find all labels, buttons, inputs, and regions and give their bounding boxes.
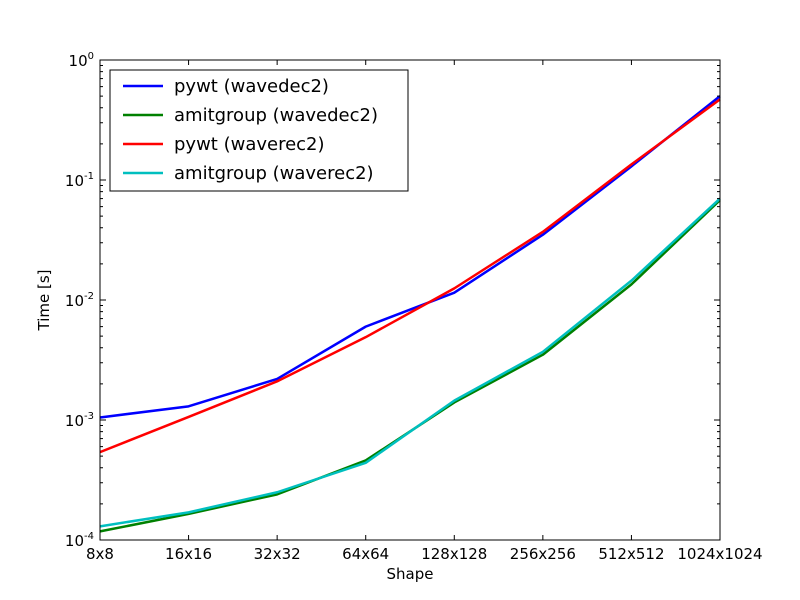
y-tick-exponent: 0 <box>88 51 94 62</box>
y-tick-label: 10-2 <box>65 291 94 310</box>
series-line-1 <box>99 95 721 419</box>
y-tick-base: 10 <box>65 412 84 430</box>
tick-labels-layer: 8x8 16x16 32x32 64x64 128x128 256x256 512x512 1… <box>65 51 763 563</box>
x-tick-label: 8x8 <box>86 545 114 563</box>
x-axis-label: Shape <box>387 565 434 583</box>
legend-box <box>109 69 409 192</box>
y-tick-exponent: -1 <box>84 171 94 182</box>
x-tick-label: 64x64 <box>342 545 389 563</box>
x-tick-label: 1024x1024 <box>677 545 762 563</box>
legend-label: pywt (wavedec2) <box>174 76 329 97</box>
y-tick-base: 10 <box>65 292 84 310</box>
y-tick-base: 10 <box>65 532 84 550</box>
y-axis-label: Time [s] <box>35 270 53 332</box>
y-tick-exponent: -3 <box>84 411 94 422</box>
y-tick-label: 100 <box>69 51 94 70</box>
series-line-4 <box>99 197 721 528</box>
ticks-layer <box>99 59 721 541</box>
y-tick-label: 10-4 <box>65 531 94 550</box>
x-tick-label: 32x32 <box>254 545 301 563</box>
y-tick-base: 10 <box>65 172 84 190</box>
legend-label: amitgroup (waverec2) <box>174 163 374 184</box>
x-tick-label: 256x256 <box>510 545 576 563</box>
series-layer <box>99 95 721 533</box>
y-tick-label: 10-3 <box>65 411 94 430</box>
legend: pywt (wavedec2) amitgroup (wavedec2) pywt … <box>109 69 409 192</box>
x-tick-label: 512x512 <box>598 545 664 563</box>
series-line-3 <box>99 98 721 454</box>
x-tick-label: 16x16 <box>165 545 212 563</box>
y-tick-exponent: -2 <box>84 291 94 302</box>
legend-label: pywt (waverec2) <box>174 134 325 155</box>
x-tick-label: 128x128 <box>421 545 487 563</box>
y-tick-base: 10 <box>69 52 88 70</box>
y-tick-exponent: -4 <box>84 531 94 542</box>
y-tick-label: 10-1 <box>65 171 94 190</box>
legend-label: amitgroup (wavedec2) <box>174 105 378 126</box>
